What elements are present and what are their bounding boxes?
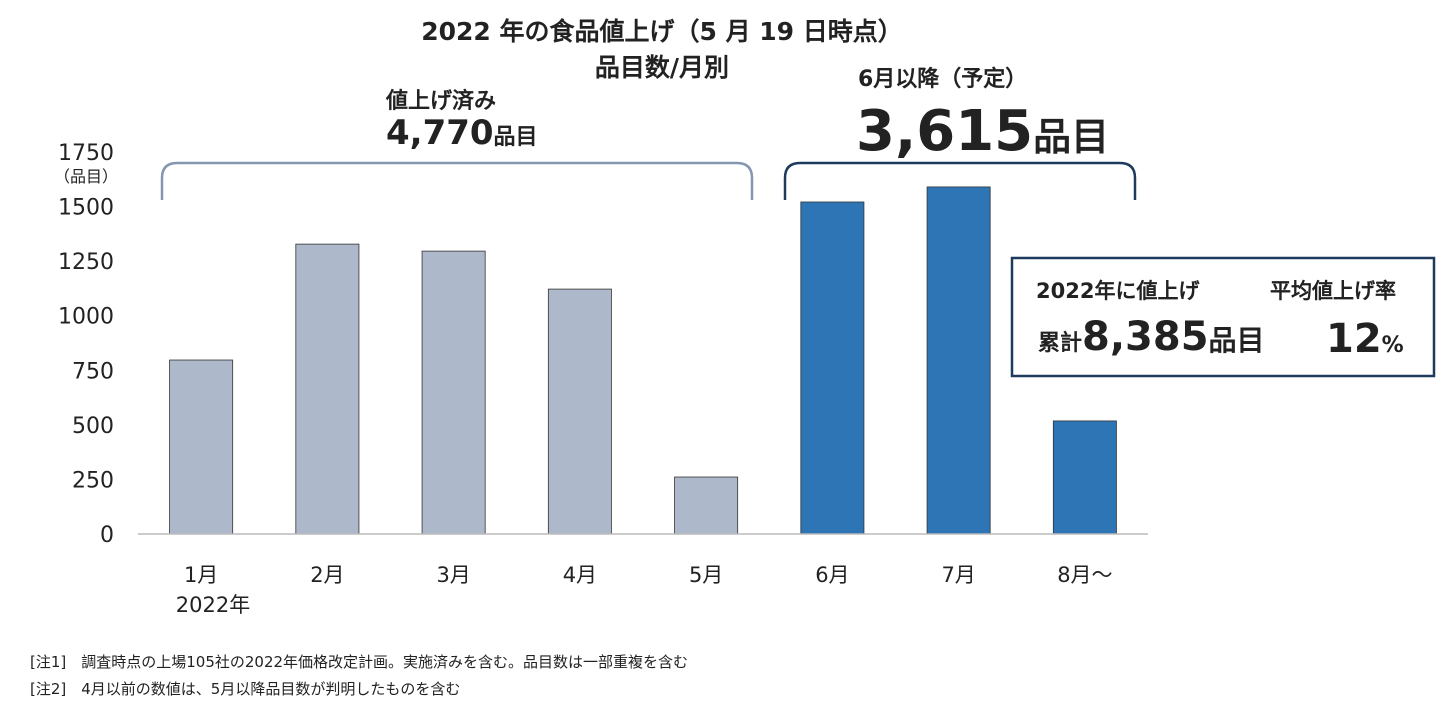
cumulative-prefix: 累計: [1038, 330, 1082, 356]
bar: [926, 186, 991, 535]
y-tick-label: 250: [72, 468, 114, 493]
chart-subtitle: 品目数/月別: [595, 53, 729, 82]
x-tick-label: 7月: [941, 563, 975, 587]
y-tick-label: 1500: [58, 196, 114, 221]
planned-total-number: 3,615: [856, 99, 1033, 164]
y-tick-label: 750: [72, 359, 114, 384]
y-tick-label: 500: [72, 414, 114, 439]
bar: [295, 243, 360, 535]
x-tick-label: 5月: [689, 563, 723, 587]
bar: [674, 476, 739, 535]
cumulative-title: 2022年に値上げ: [1036, 279, 1200, 303]
y-tick-label: 1750: [58, 141, 114, 166]
rate: 12%: [1326, 316, 1404, 362]
year-label: 2022年: [176, 593, 250, 617]
bar: [421, 250, 486, 535]
x-tick-label: 4月: [563, 563, 597, 587]
planned-total-unit: 品目: [1033, 115, 1109, 159]
note: [注1] 調査時点の上場105社の2022年価格改定計画。実施済みを含む。品目数…: [30, 653, 688, 671]
planned-bracket: [783, 161, 1137, 200]
y-unit: （品目）: [54, 167, 118, 186]
x-tick-label: 3月: [436, 563, 470, 587]
planned-label: 6月以降（予定）: [858, 66, 1027, 92]
cumulative-number: 8,385: [1082, 314, 1209, 360]
bar: [1052, 420, 1117, 535]
bar: [547, 288, 612, 535]
planned-total: 3,615品目: [856, 99, 1109, 164]
done-bracket: [160, 161, 754, 200]
bar: [169, 359, 234, 535]
summary-box: [1010, 256, 1436, 378]
x-tick-label: 2月: [310, 563, 344, 587]
y-tick-label: 1250: [58, 250, 114, 275]
y-tick-label: 0: [100, 523, 114, 548]
bar: [800, 201, 865, 535]
note: [注2] 4月以前の数値は、5月以降品目数が判明したものを含む: [30, 680, 460, 698]
cumulative-unit: 品目: [1209, 324, 1265, 357]
x-tick-label: 8月～: [1057, 563, 1112, 587]
done-total-number: 4,770: [386, 113, 494, 153]
x-tick-label: 1月: [184, 563, 218, 587]
x-tick-label: 6月: [815, 563, 849, 587]
y-tick-label: 1000: [58, 305, 114, 330]
cumulative-total: 累計8,385品目: [1038, 314, 1265, 360]
rate-number: 12: [1326, 316, 1382, 362]
done-label: 値上げ済み: [385, 88, 496, 114]
rate-title: 平均値上げ率: [1270, 279, 1396, 303]
chart-title: 2022 年の食品値上げ（5 月 19 日時点）: [421, 17, 903, 46]
done-total-unit: 品目: [494, 125, 538, 150]
done-total: 4,770品目: [386, 113, 538, 153]
rate-unit: %: [1382, 333, 1404, 358]
